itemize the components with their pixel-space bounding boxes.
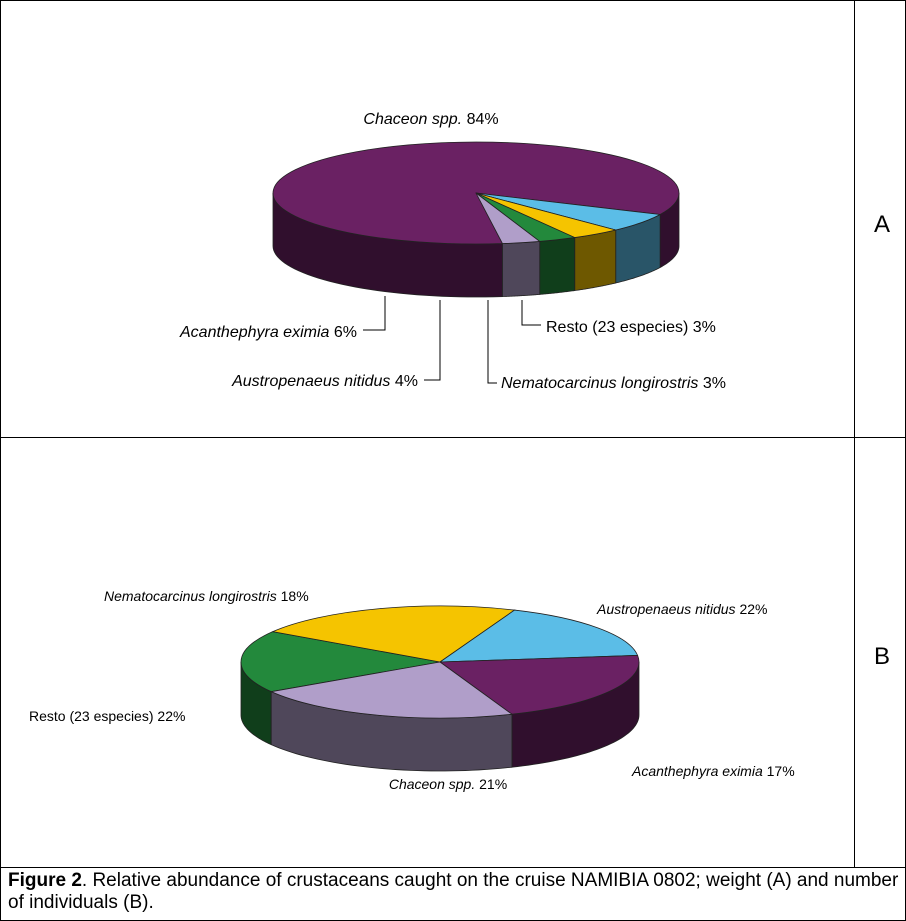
pie-chart-a (272, 141, 680, 298)
label-a-chaceon: Chaceon spp. 84% (363, 111, 498, 128)
label-b-austropenaeus: Austropenaeus nitidus 22% (596, 601, 767, 617)
chart-b-slice-nematocarcinus (240, 631, 441, 693)
leader-a-acanthephyra (363, 296, 386, 331)
leader-a-nematocarcinus (487, 300, 497, 384)
leader-a-austropenaeus (424, 300, 441, 381)
chart-b-slice-acanthephyra (438, 609, 639, 663)
panel-label-a: A (874, 211, 890, 238)
label-b-resto: Resto (23 especies) 22% (29, 708, 185, 724)
chart-b-labels: Nematocarcinus longirostris 18% Austrope… (29, 588, 795, 792)
chart-a-side-nematocarcinus (539, 237, 576, 295)
chart-a-side-austropenaeus (574, 229, 617, 292)
label-a-acanthephyra: Acanthephyra eximia 6% (179, 324, 357, 341)
pie-chart-b (240, 605, 640, 772)
label-b-chaceon: Chaceon spp. 21% (389, 776, 507, 792)
chart-a-leader-lines (363, 296, 541, 384)
label-a-austropenaeus: Austropenaeus nitidus 4% (231, 373, 418, 390)
chart-a-side-resto (502, 240, 541, 297)
panel-label-b: B (874, 643, 890, 670)
caption-text: . Relative abundance of crustaceans caug… (8, 870, 899, 913)
chart-b-slice-resto (269, 661, 514, 719)
chart-b-slice-austropenaeus (271, 605, 516, 663)
chart-a-labels: Chaceon spp. 84% Acanthephyra eximia 6% … (179, 111, 726, 392)
chart-a-slice-resto (475, 192, 541, 244)
label-a-nematocarcinus: Nematocarcinus longirostris 3% (501, 375, 726, 392)
leader-a-resto (521, 300, 541, 326)
label-a-resto: Resto (23 especies) 3% (546, 319, 716, 336)
chart-b-slice-chaceon (438, 654, 640, 715)
label-b-acanthephyra: Acanthephyra eximia 17% (631, 763, 795, 779)
caption-label: Figure 2 (8, 870, 82, 891)
label-b-nematocarcinus: Nematocarcinus longirostris 18% (104, 588, 309, 604)
figure-caption: Figure 2. Relative abundance of crustace… (8, 870, 903, 914)
